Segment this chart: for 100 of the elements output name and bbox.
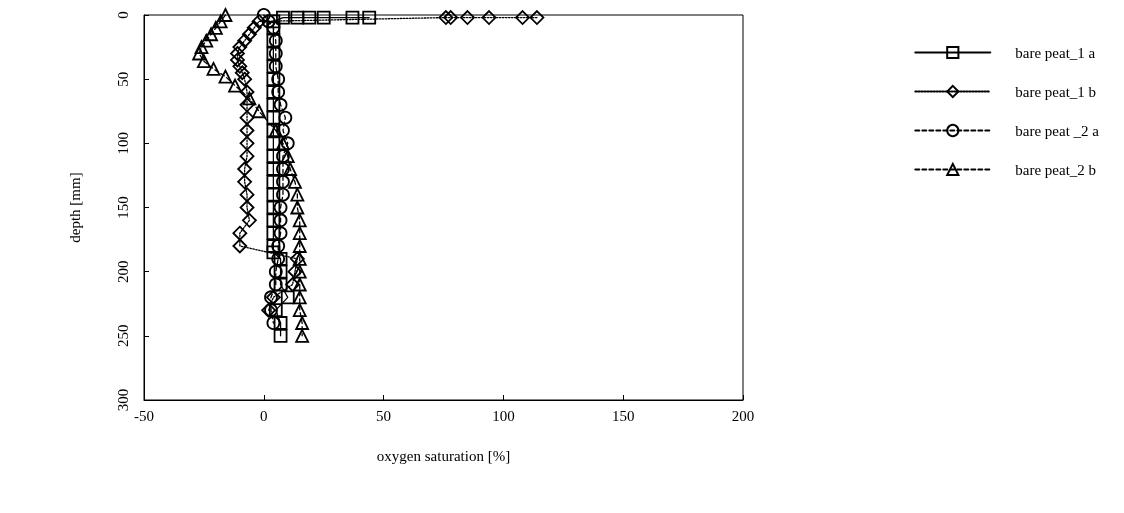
x-tick-label: 200	[731, 407, 755, 424]
point	[345, 10, 360, 25]
point	[266, 149, 281, 164]
point	[251, 14, 267, 29]
x-tick-label: 150	[611, 407, 635, 424]
y-tick-label: 50	[114, 71, 131, 87]
legend-label: bare peat_1 a	[1015, 44, 1096, 61]
point	[230, 46, 245, 61]
point	[237, 161, 253, 177]
point	[266, 110, 281, 125]
point	[515, 10, 530, 25]
point	[218, 8, 233, 22]
point	[273, 328, 288, 343]
point	[276, 123, 290, 138]
point	[268, 303, 283, 318]
point	[230, 52, 245, 68]
point	[292, 264, 307, 279]
point	[266, 162, 281, 176]
point	[232, 225, 248, 241]
point	[288, 174, 302, 189]
point	[295, 316, 310, 330]
point	[266, 245, 281, 260]
point	[218, 69, 233, 84]
point	[292, 239, 307, 253]
point	[292, 290, 307, 305]
point	[266, 213, 281, 228]
point	[266, 200, 281, 215]
point	[276, 10, 290, 25]
y-tick-label: 300	[114, 388, 131, 412]
point	[280, 149, 295, 164]
point	[266, 97, 281, 112]
y-tick-label: 250	[114, 324, 131, 348]
point	[242, 212, 257, 228]
point	[273, 226, 288, 241]
point	[292, 303, 307, 318]
point	[204, 27, 218, 42]
point	[199, 33, 214, 48]
point	[529, 10, 545, 25]
point	[242, 26, 257, 42]
point	[266, 187, 281, 202]
point	[239, 148, 255, 164]
x-axis-title: oxygen saturation [%]	[376, 447, 511, 464]
point	[237, 174, 253, 190]
legend-label: bare peat_1 b	[1015, 83, 1097, 100]
point	[234, 65, 250, 81]
point	[280, 136, 295, 151]
y-tick-label: 150	[114, 196, 131, 219]
point	[316, 10, 331, 25]
legend-label: bare peat_2 b	[1015, 161, 1097, 178]
point	[239, 187, 255, 203]
legend-label: bare peat _2 a	[1015, 122, 1100, 139]
point	[290, 200, 305, 215]
point	[213, 14, 228, 29]
point	[239, 97, 255, 113]
point	[273, 316, 288, 330]
point	[208, 20, 223, 35]
point	[266, 226, 281, 241]
point	[197, 54, 211, 69]
point	[362, 10, 377, 25]
point	[239, 123, 255, 138]
x-tick-label: 100	[492, 407, 515, 424]
point	[232, 39, 248, 55]
point	[287, 264, 303, 280]
point	[292, 226, 307, 241]
point	[276, 174, 290, 189]
point	[283, 162, 298, 176]
point	[273, 277, 288, 292]
point	[246, 20, 262, 36]
point	[239, 84, 255, 100]
point	[292, 213, 307, 228]
point	[290, 187, 305, 202]
point	[239, 200, 255, 215]
point	[242, 91, 257, 106]
y-axis-title: depth [mm]	[66, 172, 83, 243]
x-tick-label: 0	[260, 407, 268, 424]
point	[292, 277, 307, 292]
point	[443, 10, 459, 25]
point	[237, 33, 253, 49]
point	[266, 136, 281, 151]
point	[192, 46, 207, 61]
point	[206, 62, 221, 76]
x-tick-label: -50	[134, 407, 154, 424]
point	[232, 238, 248, 254]
point	[266, 174, 281, 189]
point	[302, 10, 317, 25]
point	[276, 187, 290, 202]
point	[438, 10, 454, 25]
point	[295, 328, 310, 343]
point	[232, 58, 248, 74]
point	[481, 10, 497, 25]
point	[460, 10, 475, 25]
x-tick-label: 50	[376, 407, 392, 424]
point	[228, 78, 242, 93]
point	[278, 110, 293, 125]
point	[273, 97, 288, 112]
y-tick-label: 200	[114, 260, 131, 283]
point	[285, 277, 300, 292]
point	[266, 316, 281, 330]
point	[268, 277, 283, 292]
point	[239, 135, 255, 151]
